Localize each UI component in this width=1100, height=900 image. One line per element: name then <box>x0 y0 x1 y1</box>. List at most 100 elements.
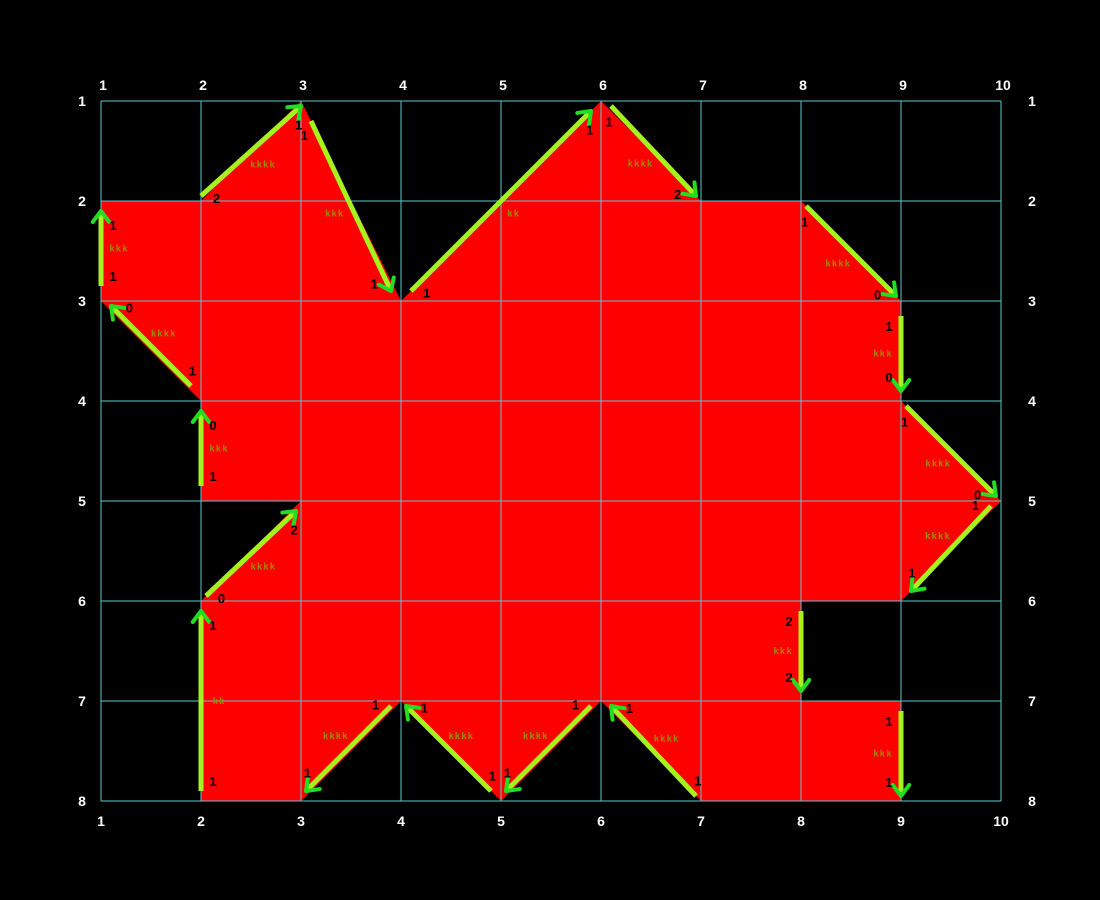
arrow-shaft <box>409 109 593 293</box>
edge-arrow: 1 1 kkkk <box>609 701 701 798</box>
arrow-shaft <box>609 704 698 798</box>
top-column-label: 3 <box>299 77 307 93</box>
left-row-label: 5 <box>78 493 86 509</box>
edge-arrow: 1 1 kkk <box>90 209 128 286</box>
edge-mid-label: kkk <box>209 445 228 455</box>
edge-arrow: 1 2 kkkk <box>606 104 698 202</box>
left-row-label: 7 <box>78 693 86 709</box>
top-column-label: 5 <box>499 77 507 93</box>
edge-arrow: 0 2 kkkk <box>204 509 298 606</box>
edge-mid-label: kkkk <box>654 735 680 745</box>
arrow-head-icon <box>909 575 927 593</box>
arrow-head-icon <box>280 509 298 527</box>
edge-end-label: 0 <box>885 370 892 385</box>
arrow-head-icon <box>890 378 912 393</box>
edge-end-label: 1 <box>371 276 378 291</box>
edge-mid-label: kkk <box>325 210 344 220</box>
arrow-head-icon <box>680 180 698 198</box>
arrow-head-icon <box>890 783 912 798</box>
edge-end-label: 0 <box>874 288 881 303</box>
edge-arrow: 1 1 kkk <box>873 711 912 798</box>
arrow-head-icon <box>504 775 522 793</box>
edge-arrow: 1 1 kkkk <box>908 498 993 593</box>
edge-start-label: 1 <box>489 768 496 783</box>
edge-start-label: 1 <box>606 115 613 130</box>
edge-start-label: 1 <box>972 498 979 513</box>
edge-end-label: 1 <box>421 700 428 715</box>
arrow-shaft <box>109 304 193 388</box>
arrow-head-icon <box>880 280 898 298</box>
edge-end-label: 1 <box>109 218 116 233</box>
edge-arrow: 1 1 kkkk <box>304 698 393 793</box>
edge-start-label: 1 <box>801 215 808 230</box>
arrow-head-icon <box>190 409 212 424</box>
bottom-column-label: 4 <box>397 813 405 829</box>
edge-arrow: 1 1 kkk <box>301 119 396 293</box>
arrow-head-icon <box>404 704 422 722</box>
right-row-label: 6 <box>1028 593 1036 609</box>
red-region-shape <box>101 101 1001 801</box>
edge-start-label: 2 <box>213 191 220 206</box>
edge-start-label: 1 <box>372 698 379 713</box>
edge-mid-label: kkkk <box>323 732 349 742</box>
arrow-head-icon <box>304 775 322 793</box>
left-row-label: 6 <box>78 593 86 609</box>
bottom-column-label: 3 <box>297 813 305 829</box>
edge-arrow: 1 1 kk <box>409 109 593 300</box>
edge-mid-label: kkk <box>873 750 892 760</box>
edge-mid-label: kkkk <box>448 732 474 742</box>
edge-start-label: 1 <box>885 714 892 729</box>
arrow-shaft <box>304 704 393 793</box>
top-column-label: 10 <box>995 77 1011 93</box>
top-column-label: 7 <box>699 77 707 93</box>
right-row-label: 4 <box>1028 393 1036 409</box>
arrow-head-icon <box>790 678 812 693</box>
arrow-shaft <box>909 504 993 593</box>
edge-mid-label: kkkk <box>251 563 277 573</box>
edge-start-label: 1 <box>301 128 308 143</box>
bottom-column-label: 10 <box>993 813 1009 829</box>
edge-start-label: 1 <box>209 469 216 484</box>
left-row-label: 4 <box>78 393 86 409</box>
edge-end-label: 2 <box>674 187 681 202</box>
left-row-label: 2 <box>78 193 86 209</box>
edge-start-label: 1 <box>572 698 579 713</box>
arrow-head-icon <box>609 704 627 722</box>
arrow-head-icon <box>285 104 303 122</box>
arrow-head-icon <box>575 109 593 127</box>
edge-arrow: 2 1 kkkk <box>199 104 303 206</box>
left-row-label: 8 <box>78 793 86 809</box>
edge-end-label: 2 <box>785 670 792 685</box>
edge-mid-label: kkkk <box>628 159 654 169</box>
arrow-shaft <box>308 119 394 293</box>
edge-start-label: 0 <box>218 591 225 606</box>
top-column-label: 1 <box>99 77 107 93</box>
edge-arrow: 1 1 kkkk <box>404 700 496 793</box>
edge-arrow: 1 1 kk <box>190 609 224 791</box>
edge-arrow: 1 0 kkk <box>873 316 912 393</box>
bottom-column-label: 2 <box>197 813 205 829</box>
right-row-label: 3 <box>1028 293 1036 309</box>
arrow-shaft <box>804 204 898 298</box>
edge-end-label: 1 <box>209 618 216 633</box>
arrow-shaft <box>204 509 298 598</box>
right-row-label: 1 <box>1028 93 1036 109</box>
edge-mid-label: kk <box>507 210 520 220</box>
edge-arrow: 2 2 kkk <box>773 611 812 693</box>
edge-arrow: 1 0 kkk <box>190 409 228 486</box>
edge-end-label: 1 <box>504 766 511 781</box>
left-row-label: 1 <box>78 93 86 109</box>
arrow-shaft <box>404 704 493 793</box>
edge-arrows: 11kkk21kkkk11kkk11kk12kkkk10kkkk10kkk10k… <box>90 104 998 798</box>
right-row-label: 2 <box>1028 193 1036 209</box>
right-row-label: 5 <box>1028 493 1036 509</box>
edge-start-label: 1 <box>189 363 196 378</box>
edge-end-label: 0 <box>209 418 216 433</box>
bottom-column-label: 6 <box>597 813 605 829</box>
top-column-label: 2 <box>199 77 207 93</box>
edge-end-label: 0 <box>126 300 133 315</box>
bottom-column-label: 8 <box>797 813 805 829</box>
edge-end-label: 1 <box>885 775 892 790</box>
